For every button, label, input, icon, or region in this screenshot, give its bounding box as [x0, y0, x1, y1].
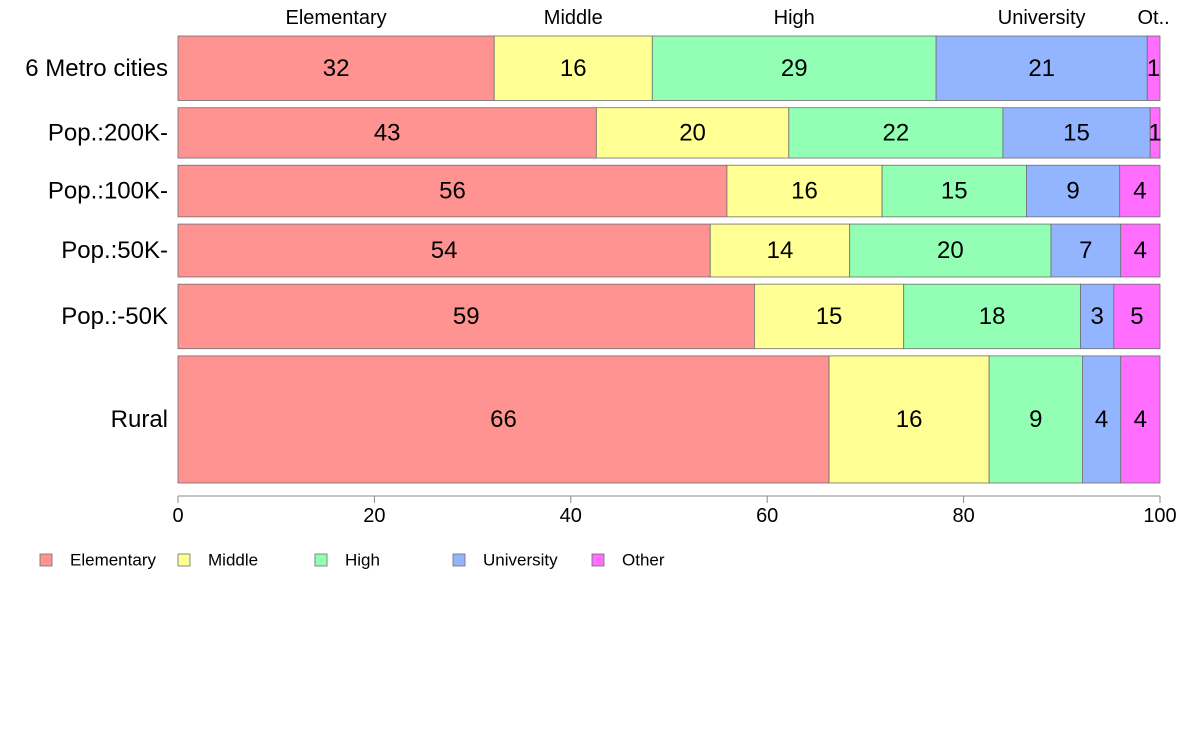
bar-segment-other-2	[1119, 164, 1161, 218]
bar-segment-elementary-5	[177, 355, 830, 484]
bar-segment-other-4	[1113, 283, 1161, 350]
segment-value-label: 9	[1029, 406, 1042, 433]
bar-segment-elementary-4	[177, 283, 755, 350]
legend: Elementary Middle High University Other	[39, 551, 665, 570]
series-header-label: University	[998, 7, 1086, 29]
legend-swatch-other	[591, 553, 605, 567]
bar-segment-university-0	[935, 35, 1148, 101]
x-tick-label: 20	[363, 505, 385, 527]
segment-value-label: 7	[1079, 237, 1092, 264]
bar-segment-university-3	[1050, 223, 1122, 278]
legend-label: Elementary	[70, 551, 156, 570]
category-label: Rural	[111, 406, 168, 433]
legend-label: University	[483, 551, 558, 570]
segment-value-label: 9	[1066, 178, 1079, 205]
segment-value-label: 56	[439, 178, 466, 205]
segment-value-label: 20	[937, 237, 964, 264]
bar-segment-middle-5	[828, 355, 990, 484]
segment-value-label: 18	[979, 303, 1006, 330]
segment-value-label: 22	[882, 119, 909, 146]
legend-label: Other	[622, 551, 665, 570]
bar-segment-elementary-3	[177, 223, 711, 278]
series-header-label: Ot..	[1137, 7, 1169, 29]
segment-value-label: 4	[1133, 178, 1146, 205]
segment-value-label: 14	[767, 237, 794, 264]
category-label: Pop.:50K-	[61, 237, 168, 264]
legend-swatch-elementary	[39, 553, 53, 567]
bar-segment-high-1	[788, 107, 1004, 159]
segment-value-label: 15	[1063, 119, 1090, 146]
segment-value-label: 16	[791, 178, 818, 205]
legend-swatch-university	[452, 553, 466, 567]
bar-segment-high-3	[849, 223, 1052, 278]
bars-layer: 32 16 29 21 143 20 22 15 156 16 15 9 454 14 20 7 459 15 18…	[177, 35, 1162, 484]
legend-label: Middle	[208, 551, 258, 570]
segment-value-label: 20	[679, 119, 706, 146]
bar-segment-high-2	[881, 164, 1027, 218]
category-label: Pop.:200K-	[48, 119, 168, 146]
bar-segment-middle-1	[595, 107, 790, 159]
segment-value-label: 32	[323, 55, 350, 82]
x-tick-label: 100	[1143, 505, 1176, 527]
segment-value-label: 16	[896, 406, 923, 433]
bar-segment-elementary-2	[177, 164, 728, 218]
x-tick-label: 80	[952, 505, 974, 527]
bar-segment-other-3	[1120, 223, 1161, 278]
bar-segment-university-1	[1002, 107, 1151, 159]
segment-value-label: 66	[490, 406, 517, 433]
x-axis: 0 20 40 60 80 100	[172, 495, 1177, 527]
segment-value-label: 16	[560, 55, 587, 82]
segment-value-label: 15	[941, 178, 968, 205]
category-label: Pop.:-50K	[61, 303, 168, 330]
series-header-labels: Elementary Middle High University Ot..	[286, 7, 1170, 29]
segment-value-label: 1	[1147, 55, 1160, 82]
x-tick-label: 40	[560, 505, 582, 527]
x-tick-label: 60	[756, 505, 778, 527]
bar-segment-elementary-0	[177, 35, 495, 101]
bar-segment-university-2	[1026, 164, 1121, 218]
segment-value-label: 4	[1134, 237, 1147, 264]
legend-swatch-middle	[177, 553, 191, 567]
bar-segment-high-5	[988, 355, 1083, 484]
segment-value-label: 54	[431, 237, 458, 264]
category-label: Pop.:100K-	[48, 178, 168, 205]
series-header-label: Elementary	[286, 7, 387, 29]
bar-segment-other-0	[1146, 35, 1161, 101]
bar-segment-middle-4	[754, 283, 905, 350]
x-tick-label: 0	[172, 505, 183, 527]
series-header-label: Middle	[544, 7, 603, 29]
segment-value-label: 3	[1090, 303, 1103, 330]
legend-swatch-high	[314, 553, 328, 567]
bar-segment-other-1	[1149, 107, 1161, 159]
segment-value-label: 1	[1148, 119, 1161, 146]
segment-value-label: 4	[1095, 406, 1108, 433]
bar-segment-middle-0	[493, 35, 653, 101]
segment-value-label: 21	[1028, 55, 1055, 82]
series-header-label: High	[774, 7, 815, 29]
bar-segment-middle-2	[726, 164, 883, 218]
segment-value-label: 29	[781, 55, 808, 82]
legend-label: High	[345, 551, 380, 570]
category-label: 6 Metro cities	[25, 55, 168, 82]
bar-segment-elementary-1	[177, 107, 597, 159]
bar-segment-middle-3	[709, 223, 851, 278]
category-labels: 6 Metro cities Pop.:200K- Pop.:100K- Pop.:5…	[25, 55, 168, 433]
segment-value-label: 43	[374, 119, 401, 146]
bar-segment-university-4	[1080, 283, 1115, 350]
segment-value-label: 5	[1130, 303, 1143, 330]
bar-segment-high-0	[651, 35, 937, 101]
segment-value-label: 59	[453, 303, 480, 330]
segment-value-label: 15	[816, 303, 843, 330]
segment-value-label: 4	[1134, 406, 1147, 433]
bar-segment-university-5	[1082, 355, 1122, 484]
bar-segment-other-5	[1120, 355, 1161, 484]
